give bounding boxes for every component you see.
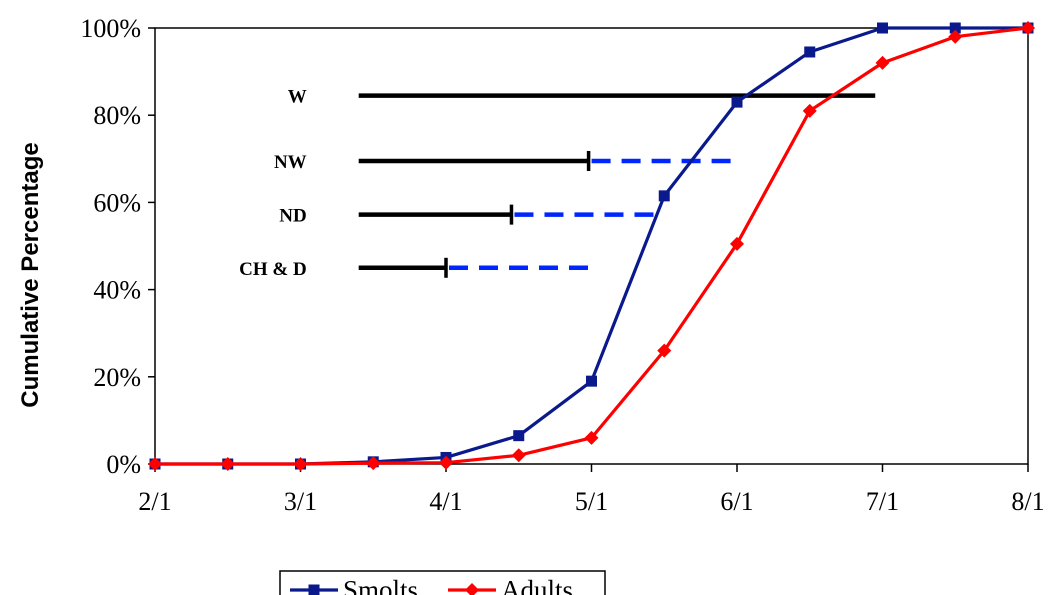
data-point [802,103,817,118]
data-point [220,457,235,471]
series-adults [148,21,1035,471]
y-tick-label: 60% [93,188,141,217]
data-point [804,46,816,58]
data-point [586,375,597,387]
data-point [366,456,381,471]
y-tick-label: 40% [93,276,141,305]
range-label: ND [279,206,306,227]
range-bar-nw: NW [274,150,737,173]
range-label: W [288,87,307,108]
x-tick-label: 8/1 [1011,487,1044,516]
y-axis-label: Cumulative Percentage [17,142,44,407]
legend: Smolts Adults [279,570,606,595]
range-bars: W NW ND CH & D [239,87,876,280]
legend-label: Adults [501,575,573,595]
y-tick-label: 100% [80,14,141,43]
data-point [439,455,453,470]
legend-label: Smolts [343,575,418,595]
range-bar-ch-d: CH & D [239,257,589,280]
data-point [513,430,525,442]
data-point [730,236,744,251]
y-tick-label: 0% [106,450,141,479]
x-axis-ticks: 2/1 3/1 4/1 5/1 6/1 7/1 8/1 [138,464,1045,516]
y-tick-label: 20% [93,363,141,392]
data-point [658,190,670,202]
data-point [511,448,526,463]
x-tick-label: 3/1 [284,487,317,516]
legend-marker [308,584,320,595]
data-point [948,29,963,44]
range-label: CH & D [239,259,307,280]
data-point [949,22,961,34]
x-tick-label: 2/1 [138,487,171,516]
range-bar-nd: ND [279,204,665,227]
data-point [657,343,672,358]
range-bar-w: W [288,87,876,108]
data-point [731,96,743,108]
data-series [148,21,1035,471]
y-tick-label: 80% [93,101,141,130]
x-tick-label: 4/1 [429,487,462,516]
x-tick-label: 7/1 [866,487,899,516]
x-tick-label: 5/1 [575,487,608,516]
legend-entry-smolts: Smolts [290,575,418,595]
legend-marker [465,583,479,595]
x-tick-label: 6/1 [720,487,753,516]
series-smolts [149,22,1034,470]
data-point [875,55,890,70]
range-label: NW [274,152,307,173]
legend-entry-adults: Adults [448,575,573,595]
data-point [584,430,599,445]
data-point [148,457,162,471]
data-point [877,22,888,34]
data-point [1021,21,1035,35]
y-axis-ticks: 0% 20% 40% 60% 80% 100% [80,14,155,479]
data-point [293,457,308,471]
